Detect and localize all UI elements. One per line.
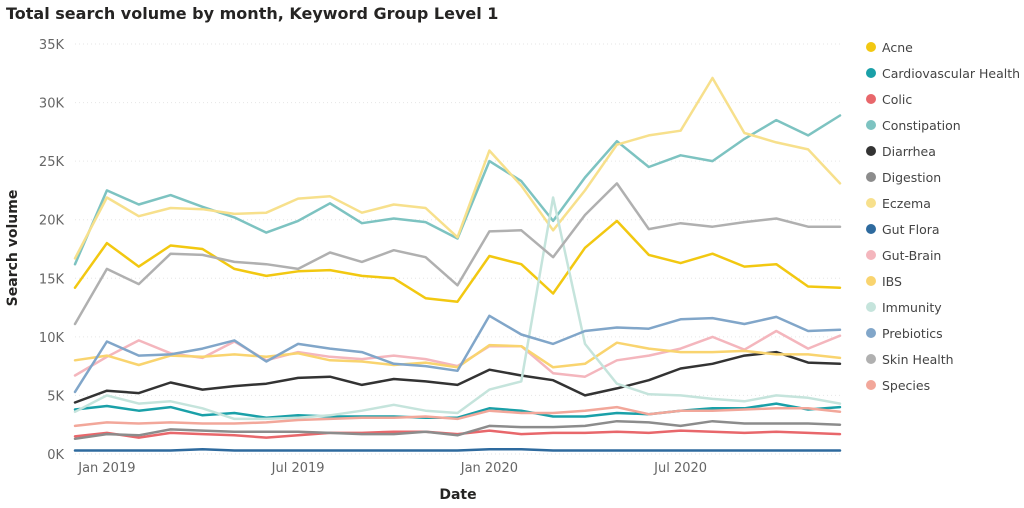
legend-label: Skin Health: [882, 351, 954, 367]
chart-title: Total search volume by month, Keyword Gr…: [6, 4, 499, 23]
legend-label: Digestion: [882, 169, 942, 185]
legend-label: Eczema: [882, 195, 931, 211]
legend-marker-icon: [866, 94, 876, 104]
legend-label: Cardiovascular Health: [882, 65, 1021, 81]
legend-marker-icon: [866, 380, 876, 390]
legend-item-skin-health[interactable]: Skin Health: [866, 346, 1022, 372]
legend-label: IBS: [882, 273, 902, 289]
legend-marker-icon: [866, 250, 876, 260]
y-tick-label: 25K: [39, 155, 65, 170]
legend-marker-icon: [866, 354, 876, 364]
legend-item-gut-flora[interactable]: Gut Flora: [866, 216, 1022, 242]
series-line-acne[interactable]: [73, 219, 842, 303]
legend-item-ibs[interactable]: IBS: [866, 268, 1022, 294]
y-tick-label: 0K: [47, 448, 64, 463]
y-tick-label: 15K: [39, 272, 65, 287]
legend-marker-icon: [866, 146, 876, 156]
legend-label: Gut Flora: [882, 221, 940, 237]
x-tick-label: Jul 2019: [271, 461, 325, 476]
series-line-skin-health[interactable]: [73, 182, 842, 326]
legend-item-immunity[interactable]: Immunity: [866, 294, 1022, 320]
y-axis-title: Search volume: [5, 190, 21, 307]
legend-marker-icon: [866, 172, 876, 182]
legend-marker-icon: [866, 120, 876, 130]
legend-marker-icon: [866, 42, 876, 52]
legend-label: Immunity: [882, 299, 942, 315]
legend-label: Constipation: [882, 117, 961, 133]
x-axis-title: Date: [439, 487, 476, 503]
legend-item-species[interactable]: Species: [866, 372, 1022, 398]
series-line-immunity[interactable]: [73, 196, 842, 421]
legend-item-diarrhea[interactable]: Diarrhea: [866, 138, 1022, 164]
x-tick-label: Jan 2020: [460, 461, 518, 476]
y-tick-label: 10K: [39, 331, 65, 346]
series-line-prebiotics[interactable]: [73, 314, 842, 394]
series-line-species[interactable]: [73, 405, 842, 428]
series-line-gut-flora[interactable]: [73, 448, 842, 452]
y-tick-label: 5K: [47, 389, 64, 404]
y-tick-label: 30K: [39, 97, 65, 112]
legend-label: Colic: [882, 91, 913, 107]
x-tick-label: Jul 2020: [653, 461, 707, 476]
legend-label: Prebiotics: [882, 325, 943, 341]
legend-item-acne[interactable]: Acne: [866, 34, 1022, 60]
legend-item-prebiotics[interactable]: Prebiotics: [866, 320, 1022, 346]
legend-marker-icon: [866, 68, 876, 78]
legend-item-constipation[interactable]: Constipation: [866, 112, 1022, 138]
legend-marker-icon: [866, 328, 876, 338]
legend-marker-icon: [866, 302, 876, 312]
legend-label: Species: [882, 377, 931, 393]
legend-item-colic[interactable]: Colic: [866, 86, 1022, 112]
legend-item-cardiovascular-health[interactable]: Cardiovascular Health: [866, 60, 1022, 86]
legend-item-digestion[interactable]: Digestion: [866, 164, 1022, 190]
legend-label: Acne: [882, 39, 913, 55]
x-tick-label: Jan 2019: [77, 461, 135, 476]
y-tick-label: 20K: [39, 214, 65, 229]
legend-item-eczema[interactable]: Eczema: [866, 190, 1022, 216]
chart-legend: Acne Cardiovascular Health Colic Constipati…: [866, 34, 1022, 398]
series-line-diarrhea[interactable]: [73, 350, 842, 404]
series-line-digestion[interactable]: [73, 419, 842, 441]
series-line-eczema[interactable]: [73, 76, 842, 260]
legend-label: Gut-Brain: [882, 247, 942, 263]
series-line-constipation[interactable]: [73, 114, 842, 266]
legend-marker-icon: [866, 276, 876, 286]
legend-label: Diarrhea: [882, 143, 936, 159]
y-tick-label: 35K: [39, 38, 65, 53]
legend-item-gut-brain[interactable]: Gut-Brain: [866, 242, 1022, 268]
legend-marker-icon: [866, 224, 876, 234]
series-line-ibs[interactable]: [73, 341, 842, 369]
legend-marker-icon: [866, 198, 876, 208]
